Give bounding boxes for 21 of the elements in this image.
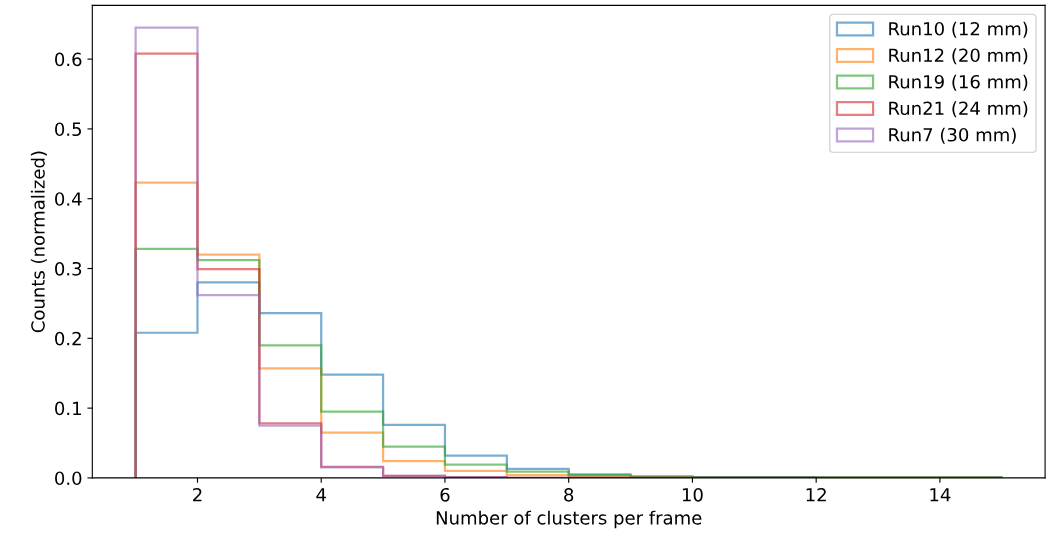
x-axis-title: Number of clusters per frame [436,510,702,529]
y-axis-title: Counts (normalized) [30,151,47,333]
legend-label: Run12 (20 mm) [889,48,1028,65]
x-tick-label: 6 [440,487,450,502]
legend-label: Run10 (12 mm) [889,21,1028,38]
x-tick-label: 4 [316,488,326,502]
x-tick-label: 10 [682,487,703,502]
x-tick-label: 14 [930,488,951,502]
y-tick-label: 0.3 [55,261,82,276]
y-tick-label: 0.4 [55,192,82,206]
legend-label: Run21 (24 mm) [889,101,1028,118]
y-tick-label: 0.6 [55,52,82,67]
legend-label: Run7 (30 mm) [889,127,1016,144]
legend-label: Run19 (16 mm) [889,74,1028,91]
y-tick-label: 0.5 [55,122,82,137]
x-tick-label: 8 [564,487,574,502]
y-tick-label: 0.0 [55,471,82,486]
y-tick-label: 0.2 [55,331,81,346]
y-tick-label: 0.1 [55,401,81,416]
x-tick-label: 2 [193,487,202,502]
x-tick-label: 12 [806,487,826,502]
